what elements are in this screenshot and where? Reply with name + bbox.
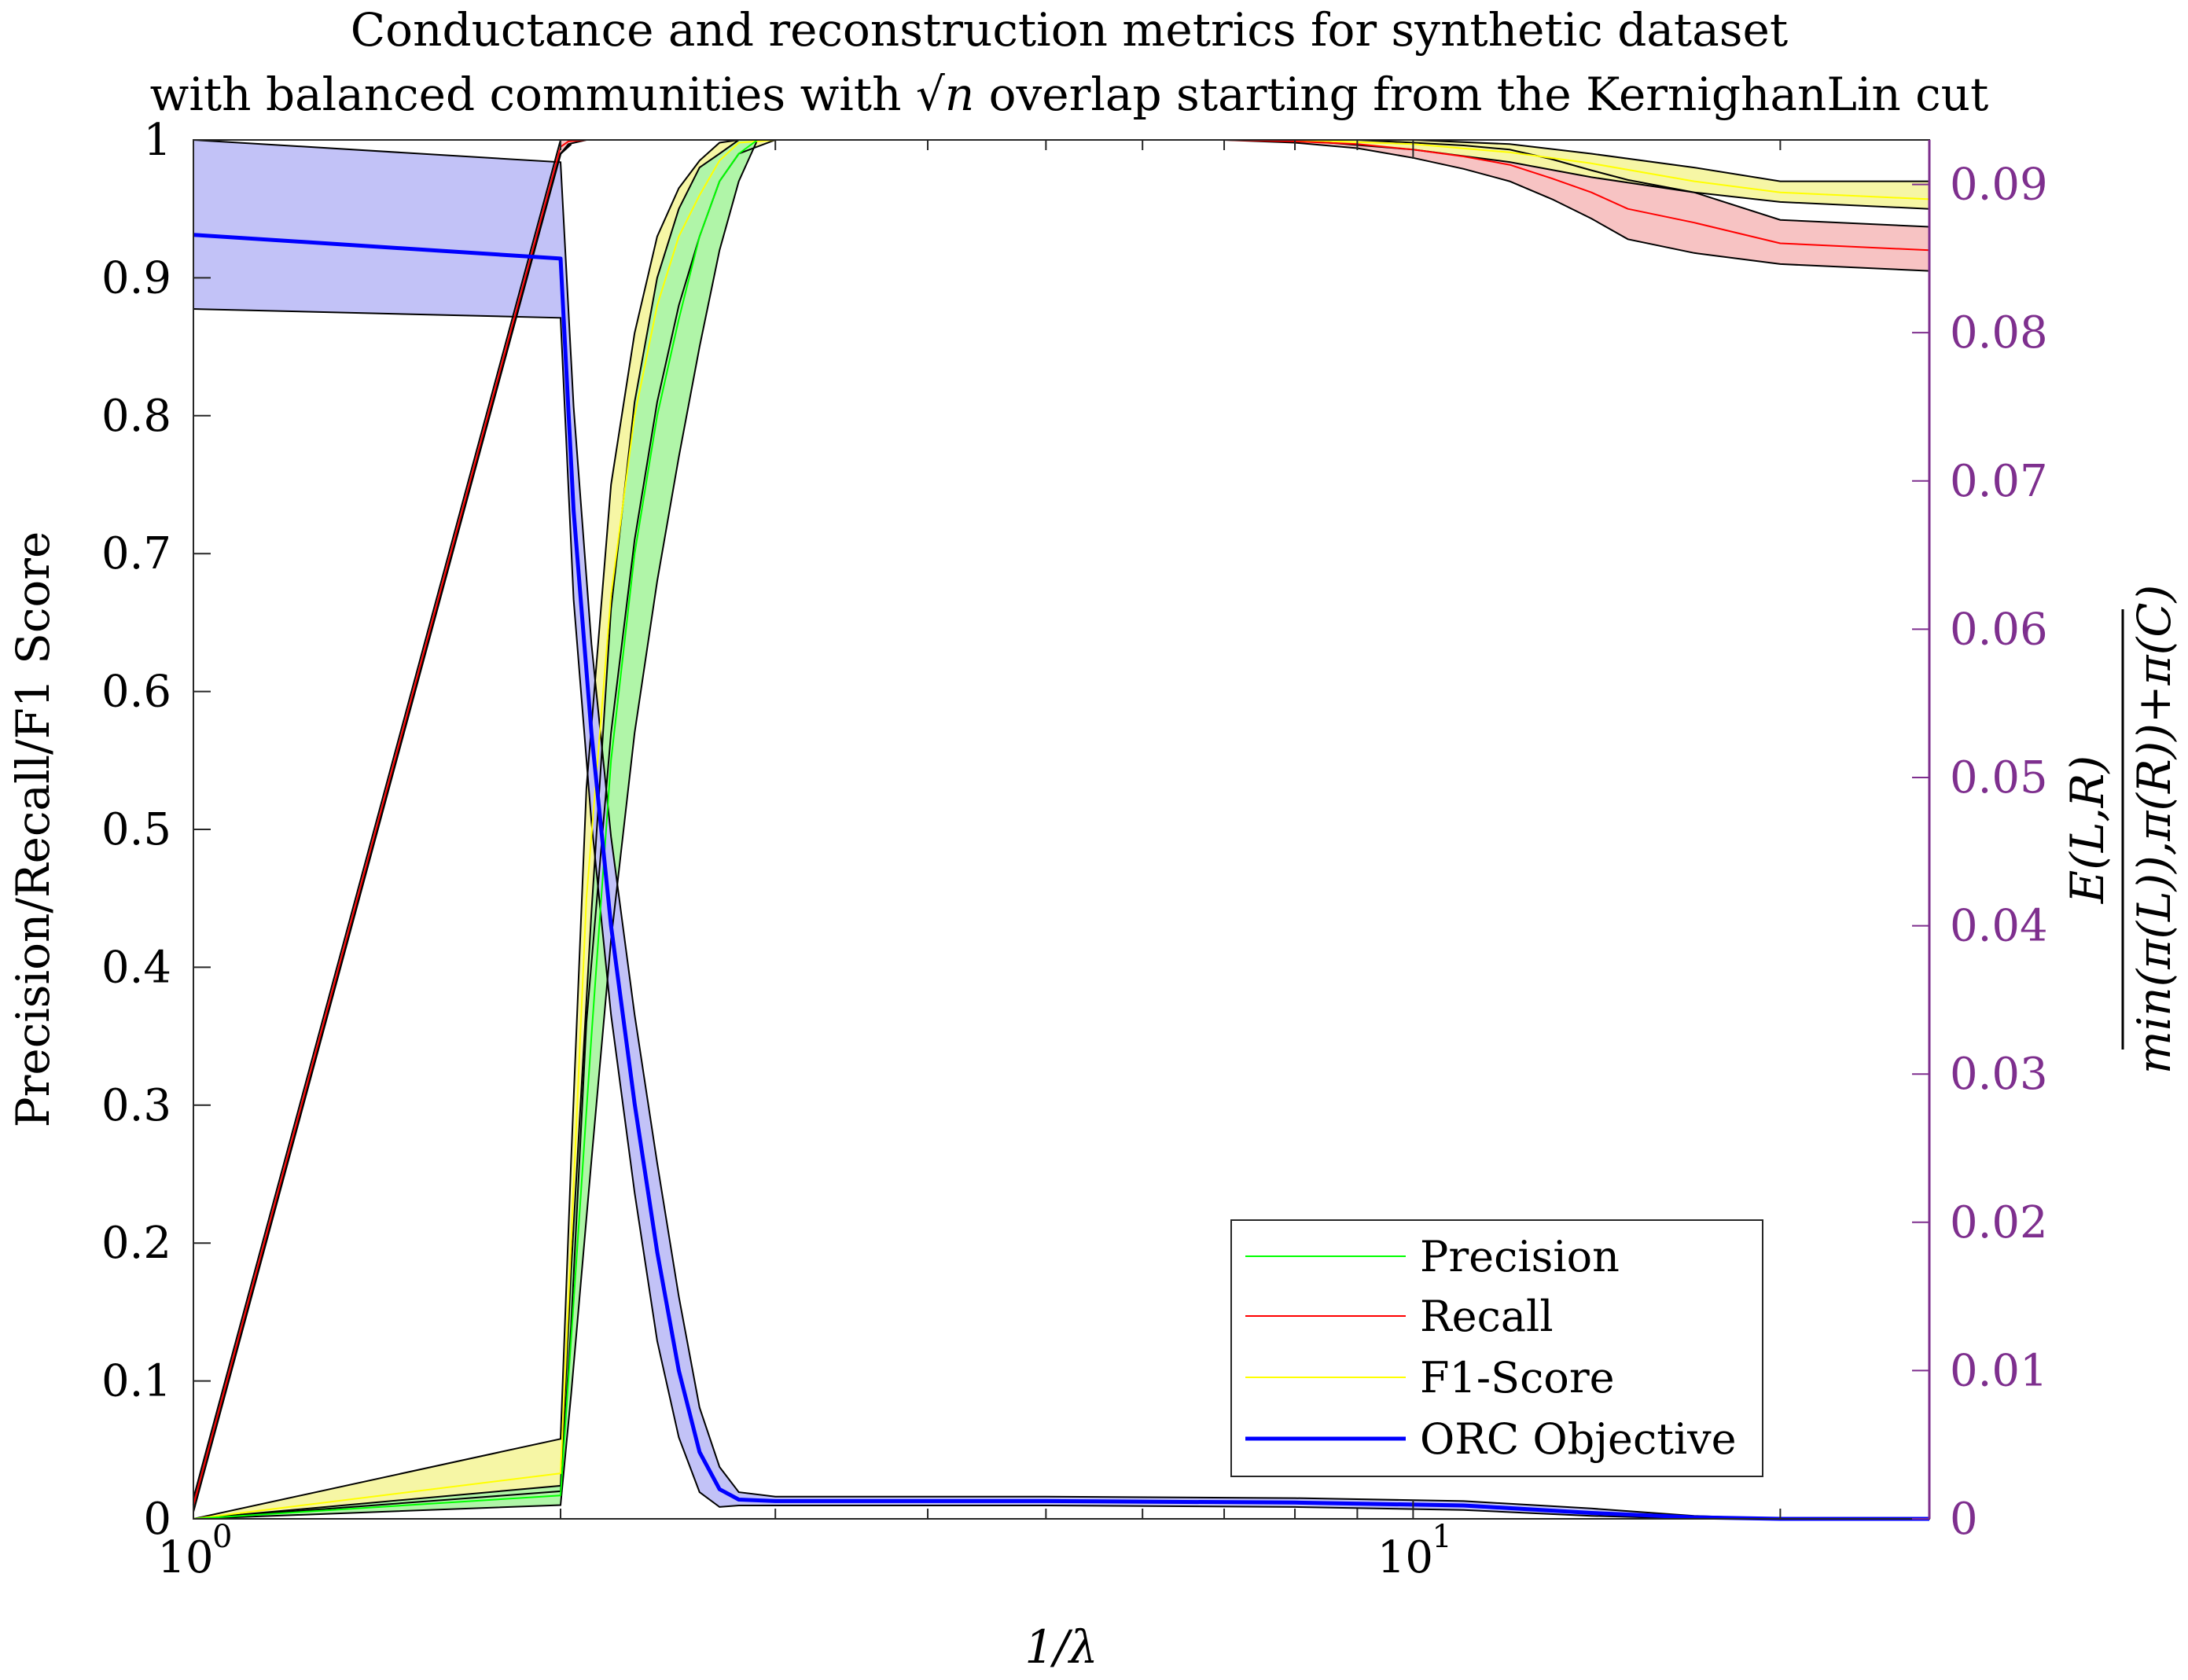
orc-objective-line bbox=[193, 233, 1929, 1521]
legend-box bbox=[1230, 1219, 1763, 1477]
y-tick-label: 1 bbox=[143, 115, 171, 166]
y2-tick-label: 0.06 bbox=[1950, 604, 2048, 655]
y2-axis-label-denominator: min(π(L)),π(R))+π(C) bbox=[2127, 585, 2181, 1075]
y-tick-label: 0.7 bbox=[101, 528, 171, 579]
chart-title: Conductance and reconstruction metrics f… bbox=[150, 3, 1989, 121]
y-tick-label: 0.1 bbox=[101, 1356, 171, 1407]
y2-tick-label: 0.02 bbox=[1950, 1197, 2048, 1248]
x-axis-label: 1/λ bbox=[1024, 1620, 1098, 1674]
chart-title-line-1: Conductance and reconstruction metrics f… bbox=[351, 3, 1788, 57]
y2-tick-label: 0.05 bbox=[1950, 752, 2048, 803]
precision-band bbox=[193, 140, 1929, 1519]
y-tick-label: 0.6 bbox=[101, 667, 171, 718]
orc-objective-band bbox=[193, 140, 1929, 1519]
y-tick-label: 0.5 bbox=[101, 804, 171, 855]
y2-tick-label: 0.07 bbox=[1950, 456, 2048, 507]
y2-tick-label: 0.03 bbox=[1950, 1049, 2048, 1100]
y-axis-right: 0 0.01 0.02 0.03 0.04 0.05 0.06 0.07 0.08 0.09 bbox=[1912, 140, 2048, 1545]
y-axis-left: 0 0.1 0.2 0.3 0.4 0.5 0.6 0.7 0.8 0.9 1 bbox=[101, 115, 211, 1545]
y2-tick-label: 0.01 bbox=[1950, 1345, 2048, 1396]
y-tick-label: 0.3 bbox=[101, 1080, 171, 1131]
y2-axis-label-numerator: E(L,R) bbox=[2061, 755, 2114, 904]
y2-tick-label: 0 bbox=[1950, 1494, 1978, 1545]
y2-tick-label: 0.09 bbox=[1950, 160, 2048, 211]
y2-axis-label: E(L,R) min(π(L)),π(R))+π(C) bbox=[2061, 585, 2181, 1075]
legend-label-recall: Recall bbox=[1420, 1292, 1554, 1341]
y-tick-label: 0.9 bbox=[101, 252, 171, 303]
x-axis: 100 101 bbox=[157, 140, 1782, 1583]
x-tick-label-exponent: 0 bbox=[212, 1519, 232, 1555]
legend-label-f1-score: F1-Score bbox=[1420, 1353, 1615, 1402]
y2-tick-label: 0.08 bbox=[1950, 307, 2048, 358]
orc-objective-band-upper-edge bbox=[193, 139, 1929, 1520]
y-tick-label: 0 bbox=[143, 1494, 171, 1545]
y-tick-label: 0.8 bbox=[101, 391, 171, 442]
x-tick-label: 10 bbox=[1377, 1532, 1433, 1583]
chart-title-line-2: with balanced communities with √n overla… bbox=[150, 68, 1989, 121]
y-tick-label: 0.2 bbox=[101, 1218, 171, 1269]
legend-label-orc-objective: ORC Objective bbox=[1420, 1414, 1737, 1464]
f1-score-line bbox=[193, 139, 1930, 1520]
x-tick-label: 10 bbox=[157, 1532, 213, 1583]
y2-tick-label: 0.04 bbox=[1950, 901, 2048, 952]
x-tick-label-exponent: 1 bbox=[1432, 1519, 1451, 1555]
y-tick-label: 0.4 bbox=[101, 942, 171, 993]
legend: Precision Recall F1-Score ORC Objective bbox=[1230, 1219, 1763, 1477]
orc-objective-band-lower-edge bbox=[193, 308, 1929, 1520]
legend-label-precision: Precision bbox=[1420, 1232, 1620, 1281]
y-axis-label: Precision/Recall/F1 Score bbox=[6, 531, 60, 1128]
series-bands bbox=[193, 140, 1929, 1519]
